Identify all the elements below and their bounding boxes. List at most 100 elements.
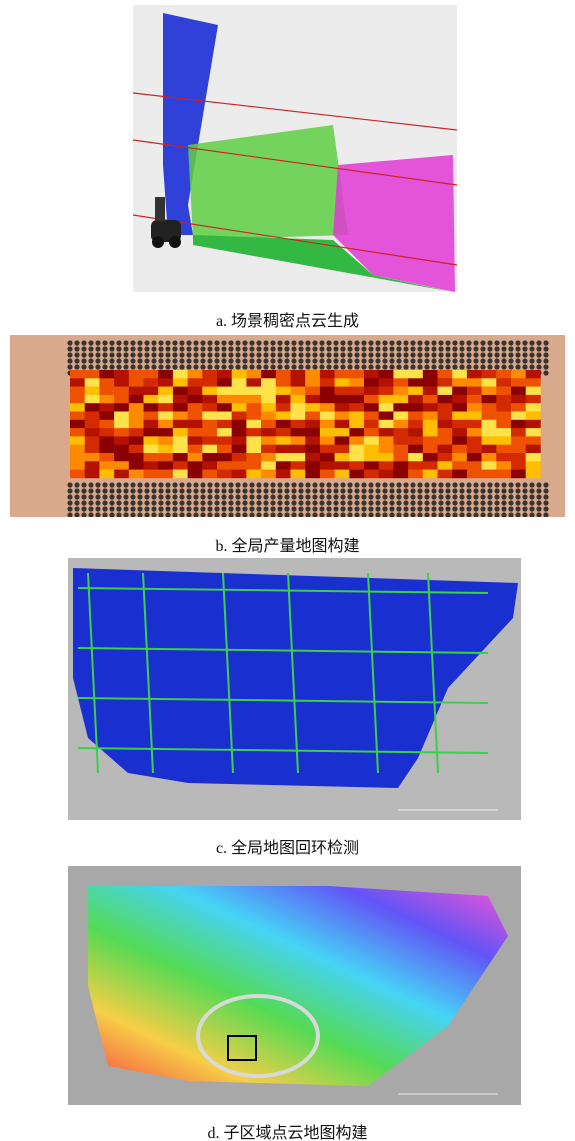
heat-cell [496, 395, 511, 404]
heat-cell [482, 428, 497, 437]
heat-cell [467, 403, 482, 412]
heat-cell [393, 436, 408, 445]
tree [347, 352, 352, 357]
tree [410, 340, 415, 345]
tree [74, 358, 79, 363]
tree [193, 488, 198, 493]
heat-cell [85, 445, 100, 454]
tree [431, 364, 436, 369]
tree [473, 506, 478, 511]
tree [116, 346, 121, 351]
tree [382, 494, 387, 499]
tree [95, 506, 100, 511]
heat-cell [246, 370, 261, 379]
heat-cell [114, 370, 129, 379]
tree [158, 352, 163, 357]
heat-cell [423, 453, 438, 462]
tree [543, 494, 548, 499]
heat-cell [276, 436, 291, 445]
heat-cell [188, 378, 203, 387]
tree [438, 352, 443, 357]
heat-cell [526, 403, 541, 412]
tree [326, 340, 331, 345]
heat-cell [246, 403, 261, 412]
tree [522, 500, 527, 505]
tree [116, 488, 121, 493]
heat-cell [467, 428, 482, 437]
tree [221, 340, 226, 345]
tree [445, 500, 450, 505]
tree [389, 352, 394, 357]
heat-cell [217, 412, 232, 421]
tree [326, 506, 331, 511]
heat-cell [85, 420, 100, 429]
tree [536, 488, 541, 493]
tree [88, 500, 93, 505]
heat-cell [496, 453, 511, 462]
tree [368, 506, 373, 511]
heat-cell [364, 420, 379, 429]
tree [480, 358, 485, 363]
tree [487, 358, 492, 363]
tree [144, 346, 149, 351]
tree [438, 364, 443, 369]
tree [256, 358, 261, 363]
heat-cell [452, 412, 467, 421]
tree [200, 358, 205, 363]
caption: b. 全局产量地图构建 [0, 532, 575, 556]
tree [207, 352, 212, 357]
tree [459, 364, 464, 369]
tree [165, 346, 170, 351]
tree [473, 364, 478, 369]
tree [172, 340, 177, 345]
tree [375, 358, 380, 363]
tree [144, 358, 149, 363]
heat-cell [364, 412, 379, 421]
heat-cell [158, 453, 173, 462]
heat-cell [188, 461, 203, 470]
tree [410, 352, 415, 357]
tree [403, 494, 408, 499]
heat-cell [438, 445, 453, 454]
tree [508, 346, 513, 351]
tree [256, 482, 261, 487]
tree [403, 352, 408, 357]
tree [200, 506, 205, 511]
heat-cell [364, 436, 379, 445]
tree [403, 340, 408, 345]
heat-cell [246, 445, 261, 454]
tree [158, 494, 163, 499]
tree [263, 482, 268, 487]
heat-cell [291, 395, 306, 404]
tree [501, 482, 506, 487]
tree [221, 346, 226, 351]
tree [536, 500, 541, 505]
tree [319, 494, 324, 499]
tree [200, 500, 205, 505]
heat-cell [305, 420, 320, 429]
heat-cell [349, 412, 364, 421]
tree [123, 500, 128, 505]
tree [298, 364, 303, 369]
heat-cell [217, 470, 232, 479]
tree [389, 482, 394, 487]
heat-cell [305, 395, 320, 404]
heat-cell [129, 395, 144, 404]
tree [438, 494, 443, 499]
tree [130, 506, 135, 511]
heat-cell [526, 378, 541, 387]
tree [459, 352, 464, 357]
heat-cell [217, 370, 232, 379]
tree [200, 482, 205, 487]
tree [382, 340, 387, 345]
tree [102, 506, 107, 511]
tree [361, 346, 366, 351]
heat-cell [482, 378, 497, 387]
tree [263, 340, 268, 345]
heat-cell [335, 370, 350, 379]
tree [333, 352, 338, 357]
tree [438, 488, 443, 493]
tree [284, 340, 289, 345]
heat-cell [335, 420, 350, 429]
tree [270, 506, 275, 511]
